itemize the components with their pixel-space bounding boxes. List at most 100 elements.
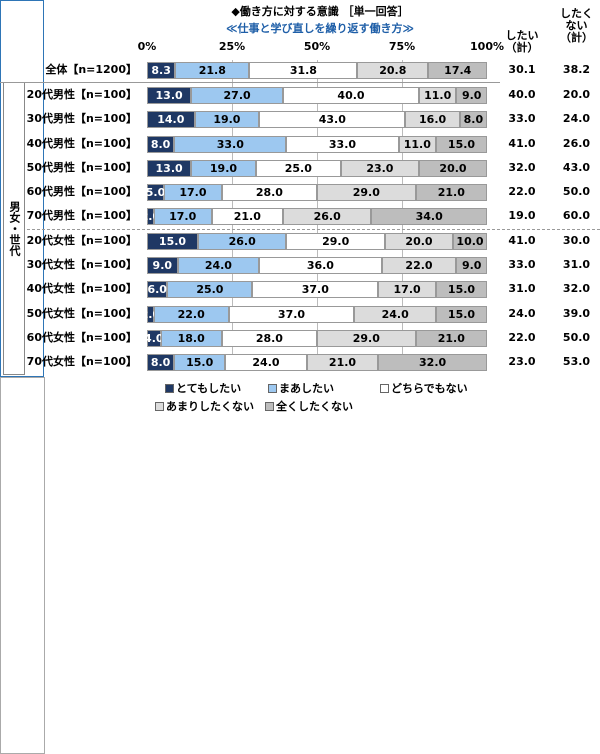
not-want-total-value: 31.0 — [562, 258, 591, 271]
bar-segment: 20.8 — [357, 62, 429, 79]
bar-segment: 31.8 — [249, 62, 358, 79]
want-total-value: 33.0 — [508, 258, 536, 271]
bar-segment: 26.0 — [283, 208, 372, 225]
bar-segment: 33.0 — [286, 136, 399, 153]
want-total-value: 30.1 — [508, 63, 536, 76]
bar-segment: 15.0 — [436, 306, 487, 323]
x-tick-label: 75% — [388, 40, 416, 53]
want-total-value: 40.0 — [508, 88, 536, 101]
bar-segment: 21.0 — [415, 184, 487, 201]
bar-segment: 13.0 — [147, 87, 192, 104]
x-tick-label: 100% — [470, 40, 504, 53]
bar-segment: 27.0 — [191, 87, 283, 104]
legend-item: どちらでもない — [380, 380, 468, 396]
not-want-total-value: 30.0 — [562, 234, 591, 247]
legend-item: あまりしたくない — [155, 398, 254, 414]
not-want-total-column — [0, 377, 45, 754]
bar-segment: 43.0 — [259, 111, 406, 128]
bar-segment: 24.0 — [225, 354, 307, 371]
not-want-total-value: 60.0 — [562, 209, 591, 222]
bar-segment: 9.0 — [456, 87, 487, 104]
row-label: 40代女性【n=100】 — [26, 282, 137, 295]
not-want-total-value: 50.0 — [562, 185, 591, 198]
separator-line — [0, 82, 500, 83]
bar-segment: 29.0 — [317, 184, 416, 201]
want-total-value: 33.0 — [508, 112, 536, 125]
bar-segment: 22.0 — [381, 257, 457, 274]
bar-segment: 15.0 — [147, 233, 198, 250]
bar-segment: 10.0 — [453, 233, 487, 250]
bar-segment: 17.4 — [428, 62, 488, 79]
not-want-total-value: 53.0 — [562, 355, 591, 368]
want-total-value: 41.0 — [508, 234, 536, 247]
row-label: 全体【n=1200】 — [45, 63, 137, 76]
row-label: 70代女性【n=100】 — [26, 355, 137, 368]
bar-segment: 9.0 — [147, 257, 178, 274]
x-tick-label: 0% — [137, 40, 157, 53]
want-total-value: 22.0 — [508, 331, 536, 344]
bar-segment: 8.0 — [147, 354, 175, 371]
group-divider — [27, 229, 600, 230]
bar-segment: 8.0 — [459, 111, 487, 128]
x-tick-label: 50% — [303, 40, 331, 53]
bar-segment: 34.0 — [371, 208, 487, 225]
row-label: 60代男性【n=100】 — [26, 185, 137, 198]
bar-segment: 16.0 — [405, 111, 460, 128]
bar-segment: 25.0 — [167, 281, 253, 298]
bar-segment: 23.0 — [340, 160, 419, 177]
bar-segment: 4.0 — [144, 330, 164, 347]
bar-segment: 21.0 — [211, 208, 283, 225]
bar-segment: 13.0 — [147, 160, 192, 177]
legend-swatch — [155, 401, 164, 411]
not-want-total-value: 43.0 — [562, 161, 591, 174]
row-label: 50代女性【n=100】 — [26, 307, 137, 320]
legend-label: 全くしたくない — [276, 400, 353, 413]
legend-swatch — [268, 383, 277, 393]
bar-segment: 11.0 — [419, 87, 457, 104]
legend-item: とてもしたい — [165, 380, 241, 396]
chart-title: ◆働き方に対する意識 ［単一回答］ — [231, 5, 409, 18]
not-want-total-value: 26.0 — [562, 137, 591, 150]
bar-segment: 24.0 — [354, 306, 436, 323]
want-total-value: 19.0 — [508, 209, 536, 222]
bar-segment: 21.8 — [175, 62, 250, 79]
bar-segment: 29.0 — [286, 233, 385, 250]
bar-segment: 6.0 — [147, 281, 168, 298]
row-label: 20代女性【n=100】 — [26, 234, 137, 247]
bar-segment: 20.0 — [385, 233, 453, 250]
bar-segment: 28.0 — [221, 330, 317, 347]
bar-segment: 33.0 — [174, 136, 287, 153]
legend-item: まあしたい — [268, 380, 334, 396]
bar-segment: 37.0 — [228, 306, 355, 323]
bar-segment: 2.0 — [140, 306, 161, 323]
want-total-header: したい （計） — [505, 29, 539, 54]
not-want-total-value: 39.0 — [562, 307, 591, 320]
legend-label: どちらでもない — [391, 382, 468, 395]
legend-swatch — [265, 401, 274, 411]
bar-segment: 28.0 — [221, 184, 317, 201]
bar-segment: 19.0 — [191, 160, 256, 177]
want-total-value: 22.0 — [508, 185, 536, 198]
not-want-total-value: 20.0 — [562, 88, 591, 101]
bar-segment: 36.0 — [259, 257, 382, 274]
row-label: 60代女性【n=100】 — [26, 331, 137, 344]
want-total-value: 41.0 — [508, 137, 536, 150]
not-want-total-value: 38.2 — [562, 63, 591, 76]
want-total-value: 23.0 — [508, 355, 536, 368]
legend-swatch — [165, 383, 174, 393]
want-total-value: 31.0 — [508, 282, 536, 295]
bar-segment: 15.0 — [436, 136, 487, 153]
not-want-total-header: したく ない （計） — [560, 7, 593, 44]
bar-segment: 8.0 — [147, 136, 175, 153]
bar-segment: 15.0 — [436, 281, 487, 298]
bar-segment: 21.0 — [415, 330, 487, 347]
bar-segment: 40.0 — [283, 87, 419, 104]
want-total-value: 24.0 — [508, 307, 536, 320]
legend-item: 全くしたくない — [265, 398, 353, 414]
group-label: 男女・世代 — [3, 82, 25, 375]
row-label: 20代男性【n=100】 — [26, 88, 137, 101]
not-want-total-value: 50.0 — [562, 331, 591, 344]
want-total-value: 32.0 — [508, 161, 536, 174]
bar-segment: 29.0 — [317, 330, 416, 347]
bar-segment: 21.0 — [306, 354, 379, 371]
